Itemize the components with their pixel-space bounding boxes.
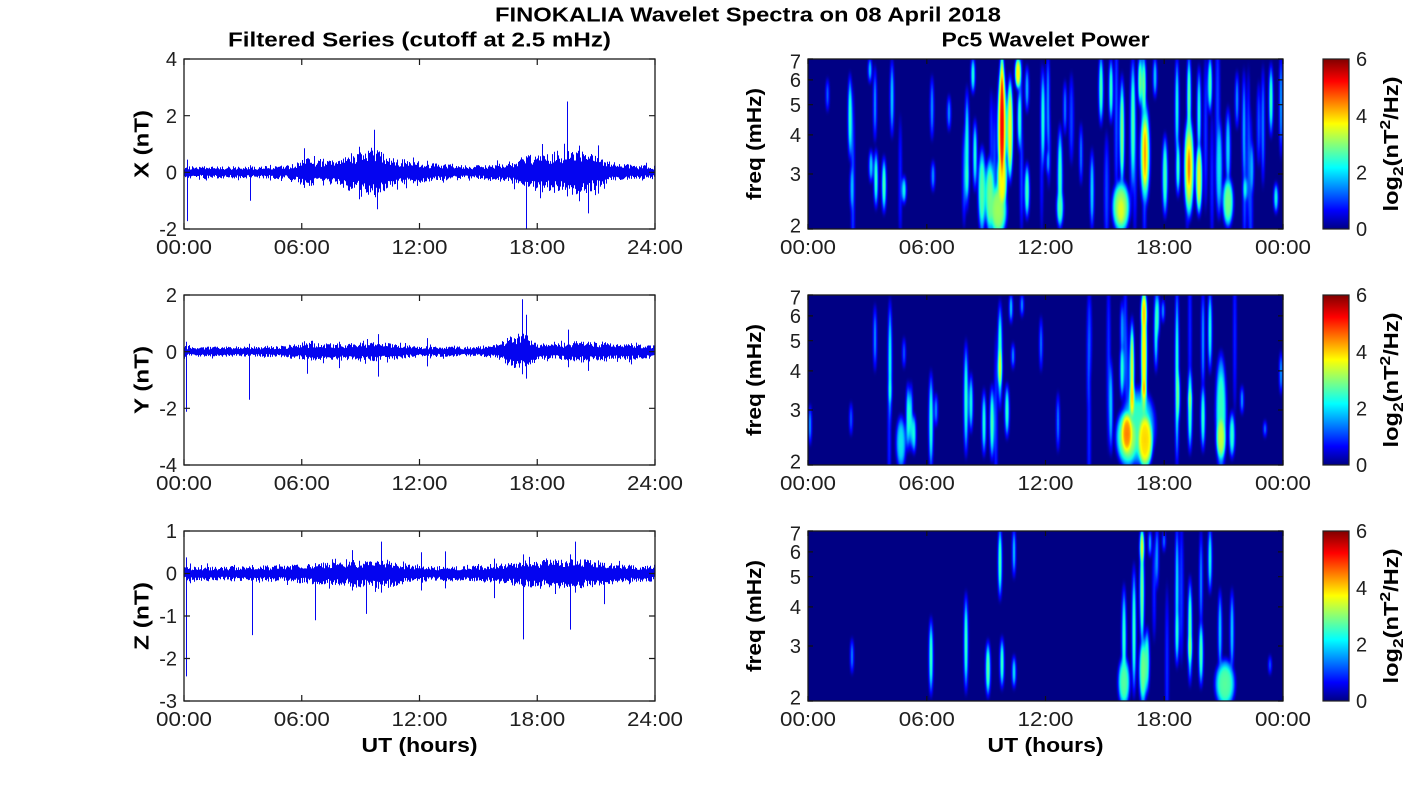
svg-text:2: 2 xyxy=(1356,399,1367,421)
svg-text:7: 7 xyxy=(790,288,801,310)
svg-text:log2(nT2/Hz): log2(nT2/Hz) xyxy=(1377,549,1407,684)
svg-text:7: 7 xyxy=(790,52,801,74)
svg-text:12:00: 12:00 xyxy=(392,473,448,495)
svg-text:18:00: 18:00 xyxy=(509,237,565,259)
svg-text:log2(nT2/Hz): log2(nT2/Hz) xyxy=(1377,77,1407,212)
svg-text:18:00: 18:00 xyxy=(1136,237,1192,259)
svg-text:2: 2 xyxy=(166,106,177,128)
svg-text:UT (hours): UT (hours) xyxy=(988,734,1104,757)
svg-text:Y (nT): Y (nT) xyxy=(131,346,154,414)
svg-text:00:00: 00:00 xyxy=(780,237,836,259)
svg-text:-2: -2 xyxy=(159,399,177,421)
svg-text:4: 4 xyxy=(1356,106,1367,128)
svg-text:06:00: 06:00 xyxy=(899,709,955,731)
svg-text:-2: -2 xyxy=(159,649,177,671)
svg-text:18:00: 18:00 xyxy=(509,473,565,495)
svg-text:2: 2 xyxy=(790,688,801,710)
svg-text:0: 0 xyxy=(1356,691,1367,713)
svg-text:2: 2 xyxy=(790,216,801,238)
svg-text:24:00: 24:00 xyxy=(627,473,683,495)
svg-text:00:00: 00:00 xyxy=(1255,237,1311,259)
svg-text:12:00: 12:00 xyxy=(392,237,448,259)
svg-text:-1: -1 xyxy=(159,606,177,628)
svg-text:-2: -2 xyxy=(159,219,177,241)
svg-text:2: 2 xyxy=(1356,163,1367,185)
svg-text:Z (nT): Z (nT) xyxy=(131,582,154,650)
svg-text:6: 6 xyxy=(1356,521,1367,543)
svg-text:Pc5 Wavelet Power: Pc5 Wavelet Power xyxy=(942,29,1150,52)
svg-text:0: 0 xyxy=(1356,455,1367,477)
svg-text:4: 4 xyxy=(790,125,801,147)
svg-text:12:00: 12:00 xyxy=(392,709,448,731)
svg-text:00:00: 00:00 xyxy=(156,237,212,259)
svg-text:Filtered Series (cutoff at 2.5: Filtered Series (cutoff at 2.5 mHz) xyxy=(228,29,611,52)
svg-text:6: 6 xyxy=(790,306,801,328)
svg-text:06:00: 06:00 xyxy=(274,237,330,259)
svg-text:18:00: 18:00 xyxy=(1136,473,1192,495)
svg-text:5: 5 xyxy=(790,567,801,589)
svg-text:0: 0 xyxy=(166,342,177,364)
svg-text:00:00: 00:00 xyxy=(1255,473,1311,495)
svg-text:4: 4 xyxy=(166,49,177,71)
svg-text:2: 2 xyxy=(1356,635,1367,657)
svg-text:6: 6 xyxy=(1356,49,1367,71)
svg-text:X (nT): X (nT) xyxy=(131,110,154,178)
svg-text:6: 6 xyxy=(790,70,801,92)
svg-text:FINOKALIA Wavelet Spectra on 0: FINOKALIA Wavelet Spectra on 08 April 20… xyxy=(495,4,1001,27)
svg-text:4: 4 xyxy=(1356,578,1367,600)
svg-text:06:00: 06:00 xyxy=(274,709,330,731)
svg-text:18:00: 18:00 xyxy=(509,709,565,731)
svg-text:4: 4 xyxy=(790,361,801,383)
svg-text:4: 4 xyxy=(1356,342,1367,364)
svg-text:24:00: 24:00 xyxy=(627,709,683,731)
svg-text:12:00: 12:00 xyxy=(1018,709,1074,731)
svg-text:UT (hours): UT (hours) xyxy=(362,734,478,757)
svg-text:6: 6 xyxy=(1356,285,1367,307)
svg-text:freq (mHz): freq (mHz) xyxy=(743,324,766,436)
svg-text:-3: -3 xyxy=(159,691,177,713)
svg-text:7: 7 xyxy=(790,524,801,546)
svg-text:12:00: 12:00 xyxy=(1018,237,1074,259)
svg-text:5: 5 xyxy=(790,95,801,117)
svg-text:5: 5 xyxy=(790,331,801,353)
svg-text:3: 3 xyxy=(790,400,801,422)
svg-text:06:00: 06:00 xyxy=(274,473,330,495)
svg-text:06:00: 06:00 xyxy=(899,237,955,259)
svg-text:4: 4 xyxy=(790,597,801,619)
svg-text:6: 6 xyxy=(790,542,801,564)
svg-text:06:00: 06:00 xyxy=(899,473,955,495)
svg-text:12:00: 12:00 xyxy=(1018,473,1074,495)
svg-text:2: 2 xyxy=(790,452,801,474)
svg-text:00:00: 00:00 xyxy=(780,709,836,731)
svg-text:2: 2 xyxy=(166,285,177,307)
svg-text:24:00: 24:00 xyxy=(627,237,683,259)
svg-text:1: 1 xyxy=(166,521,177,543)
svg-text:00:00: 00:00 xyxy=(780,473,836,495)
svg-text:freq (mHz): freq (mHz) xyxy=(743,560,766,672)
svg-text:00:00: 00:00 xyxy=(156,709,212,731)
svg-text:-4: -4 xyxy=(159,455,177,477)
svg-text:0: 0 xyxy=(166,564,177,586)
svg-text:0: 0 xyxy=(1356,219,1367,241)
svg-text:3: 3 xyxy=(790,636,801,658)
svg-text:freq (mHz): freq (mHz) xyxy=(743,88,766,200)
svg-text:00:00: 00:00 xyxy=(1255,709,1311,731)
svg-text:00:00: 00:00 xyxy=(156,473,212,495)
svg-text:log2(nT2/Hz): log2(nT2/Hz) xyxy=(1377,313,1407,448)
svg-text:3: 3 xyxy=(790,164,801,186)
svg-text:18:00: 18:00 xyxy=(1136,709,1192,731)
svg-text:0: 0 xyxy=(166,163,177,185)
